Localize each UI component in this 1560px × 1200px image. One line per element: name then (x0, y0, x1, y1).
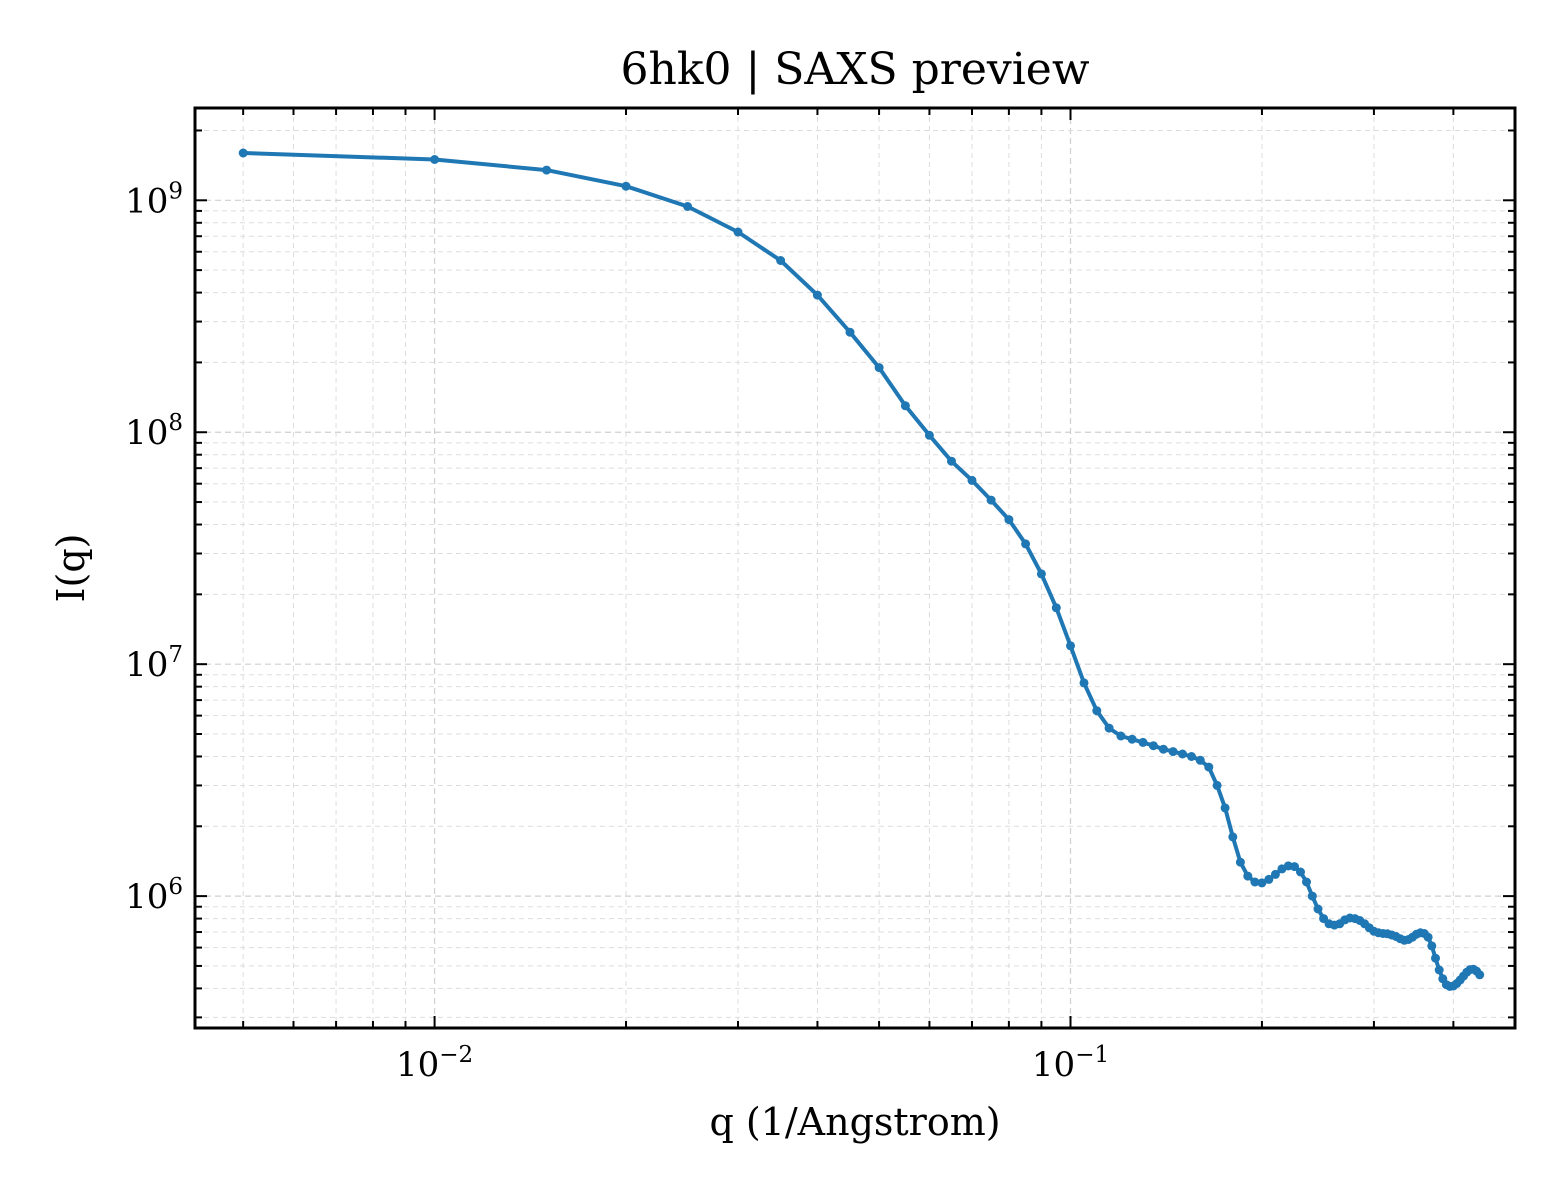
series-line (243, 151, 1482, 989)
data-point (1104, 723, 1114, 733)
data-point (1434, 965, 1444, 975)
data-point (924, 430, 934, 440)
data-point (1138, 737, 1148, 747)
data-point (1178, 749, 1187, 759)
data-point (1036, 569, 1046, 579)
x-axis-label: q (1/Angstrom) (709, 1100, 1000, 1144)
data-point (1004, 515, 1014, 525)
chart-title: 6hk0 | SAXS preview (620, 44, 1089, 95)
data-point (947, 456, 956, 466)
data-point (1158, 744, 1168, 754)
data-point (776, 256, 786, 265)
data-point (1066, 641, 1075, 651)
data-point (1257, 878, 1267, 888)
data-point (1431, 953, 1440, 963)
data-point (1212, 780, 1222, 790)
data-point (430, 155, 440, 164)
data-point (1475, 970, 1485, 980)
ticks (195, 108, 1516, 1028)
data-point (1264, 874, 1274, 884)
data-point (1270, 869, 1280, 879)
tick-labels: 10−2 10−1 106 107 108 109 (125, 178, 1109, 1085)
data-point (1187, 752, 1196, 761)
data-point (1235, 857, 1245, 867)
grid (195, 108, 1516, 1028)
data-point (1423, 932, 1433, 942)
y-tick-label: 106 (125, 874, 183, 917)
data-point (733, 227, 743, 237)
data-point (683, 202, 693, 211)
data-series (238, 148, 1485, 991)
y-tick-label: 107 (125, 642, 183, 685)
data-point (1127, 734, 1137, 744)
data-point (1307, 891, 1317, 901)
data-point (621, 181, 631, 191)
data-point (1228, 832, 1238, 842)
data-point (1220, 803, 1230, 813)
data-point (1116, 731, 1126, 741)
data-point (1021, 539, 1031, 549)
data-point (900, 401, 910, 411)
data-point (238, 148, 248, 158)
y-tick-label: 108 (125, 410, 183, 453)
data-point (845, 327, 855, 337)
data-point (1092, 706, 1102, 716)
plot-frame (193, 106, 1517, 1030)
data-point (1243, 871, 1253, 881)
y-axis-label: I(q) (49, 534, 93, 603)
data-point (1296, 867, 1305, 877)
data-point (986, 495, 996, 505)
data-point (1302, 877, 1311, 887)
data-point (1290, 862, 1299, 872)
data-point (1079, 678, 1089, 688)
x-tick-label: 10−1 (1032, 1042, 1109, 1085)
data-point (812, 290, 822, 300)
data-point (1204, 762, 1214, 772)
data-point (1313, 904, 1323, 914)
data-point (1168, 747, 1178, 757)
data-point (967, 475, 977, 485)
data-point (542, 165, 552, 175)
data-point (1148, 741, 1158, 751)
data-point (874, 363, 884, 373)
x-tick-label: 10−2 (396, 1042, 473, 1085)
y-tick-label: 109 (125, 178, 183, 221)
data-point (1427, 941, 1437, 951)
data-point (1250, 877, 1260, 887)
data-point (1195, 755, 1205, 765)
data-point (1051, 603, 1061, 613)
